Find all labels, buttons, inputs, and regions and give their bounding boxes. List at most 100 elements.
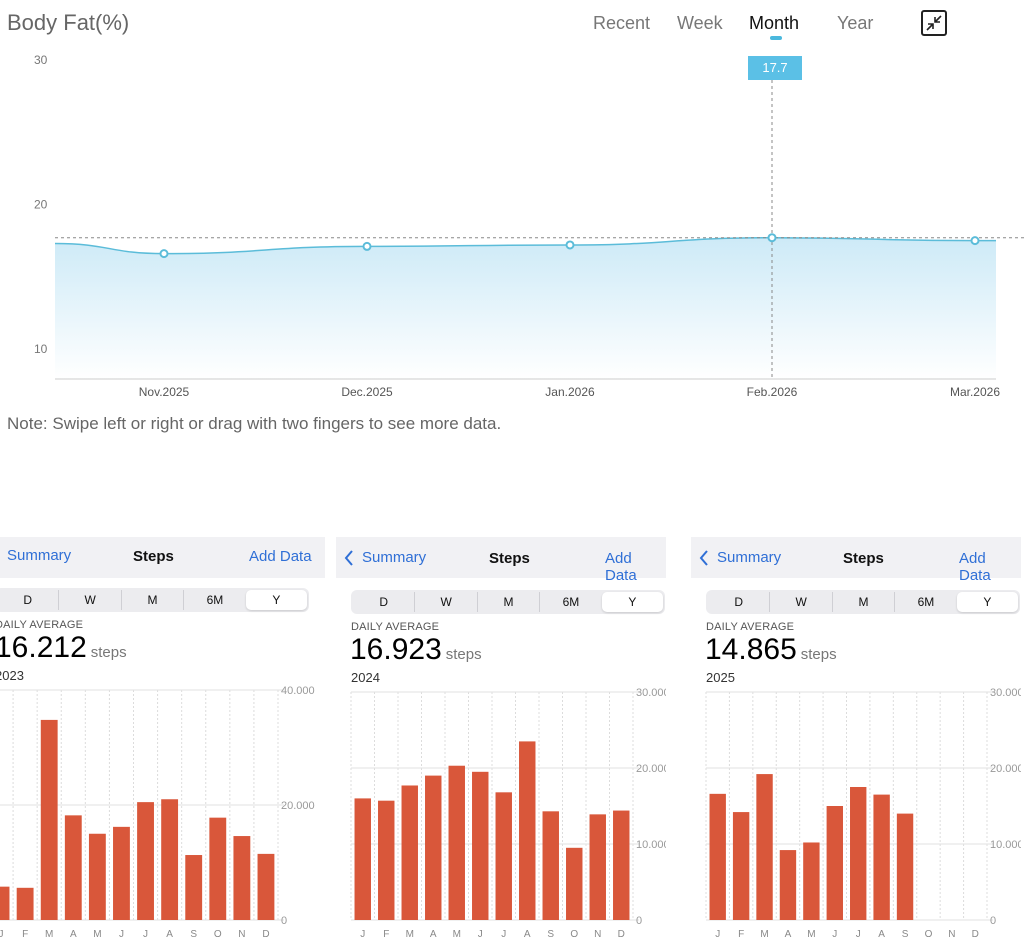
x-tick-label: M [93, 929, 101, 940]
daily-average-label: DAILY AVERAGE [0, 619, 84, 631]
x-tick-label: D [262, 929, 269, 940]
x-tick-label: Dec.2025 [341, 385, 393, 399]
x-tick-label: Feb.2026 [747, 385, 798, 399]
nav-title: Steps [843, 550, 884, 567]
steps-bar-chart-2024[interactable]: 0 10.000 20.000 30.000 J F M A M J J A S O N D [336, 537, 666, 952]
bar [566, 847, 583, 920]
daily-average-label: DAILY AVERAGE [706, 621, 795, 633]
x-tick-label: J [360, 929, 365, 940]
x-tick-label: D [972, 929, 979, 940]
x-tick-label: M [760, 929, 768, 940]
x-tick-label: A [70, 929, 77, 940]
bar [542, 811, 559, 920]
bar [613, 810, 630, 920]
segment-m[interactable]: M [476, 592, 539, 612]
add-data-button[interactable]: Add Data [959, 550, 991, 584]
average-number: 14.865 [705, 633, 797, 666]
bar [209, 817, 227, 920]
x-tick-label: A [166, 929, 173, 940]
nav-title: Steps [489, 550, 530, 567]
segment-6m[interactable]: 6M [539, 592, 601, 612]
x-tick-label: N [238, 929, 245, 940]
y-tick-label: 20.000 [281, 800, 315, 812]
x-tick-label: J [119, 929, 124, 940]
daily-average-value: 16.923 steps [350, 633, 482, 667]
bar [113, 826, 130, 920]
segment-m[interactable]: M [120, 590, 183, 610]
nav-title: Steps [133, 548, 174, 565]
y-tick-label: 0 [281, 915, 287, 927]
x-tick-label: S [190, 929, 197, 940]
tab-active-indicator [770, 36, 782, 40]
steps-bar-chart-2023[interactable]: 0 20.000 40.000 J F M A M J J A S O N D [0, 537, 325, 952]
segment-m[interactable]: M [831, 592, 894, 612]
add-data-button[interactable]: Add Data [249, 548, 312, 565]
steps-panel-2024: Summary Steps Add Data D W M 6M Y DAILY … [336, 537, 666, 952]
daily-average-value: 16.212 steps [0, 631, 127, 665]
x-tick-label: J [856, 929, 861, 940]
bar [64, 815, 82, 920]
segment-d[interactable]: D [379, 595, 389, 609]
y-tick-label: 10 [34, 342, 48, 356]
bar [354, 798, 371, 920]
back-summary-button[interactable]: Summary [699, 549, 781, 566]
y-tick-label: 30 [34, 53, 48, 67]
back-summary-button[interactable]: Summary [344, 549, 426, 566]
bar [448, 765, 465, 920]
tooltip-value: 17.7 [762, 60, 787, 75]
segment-w[interactable]: W [414, 592, 476, 612]
average-number: 16.212 [0, 631, 87, 664]
y-tick-label: 30.000 [636, 687, 666, 699]
tab-month[interactable]: Month [749, 13, 800, 33]
segment-y[interactable]: Y [601, 592, 664, 612]
y-tick-label: 0 [636, 915, 642, 927]
body-fat-chart[interactable]: 10 20 30 Nov.2025 Dec.2025 Jan.2026 Feb.2026 Ma… [0, 0, 1029, 410]
bar [589, 814, 606, 920]
x-tick-label: D [618, 929, 625, 940]
y-tick-label: 10.000 [990, 839, 1021, 851]
segment-y[interactable]: Y [245, 590, 308, 610]
x-tick-label: F [738, 929, 744, 940]
segment-6m[interactable]: 6M [183, 590, 245, 610]
year-label: 2023 [0, 668, 24, 683]
bar [779, 850, 797, 920]
segment-d[interactable]: D [23, 593, 33, 607]
y-tick-label: 20 [34, 198, 48, 212]
segment-w[interactable]: W [769, 592, 831, 612]
x-tick-label: O [570, 929, 578, 940]
bar [709, 793, 726, 920]
x-tick-label: N [948, 929, 955, 940]
steps-unit: steps [800, 646, 837, 663]
tab-recent[interactable]: Recent [593, 13, 651, 33]
bar [803, 842, 820, 920]
summary-label: Summary [362, 549, 427, 566]
bar [495, 792, 512, 920]
tab-year[interactable]: Year [837, 13, 874, 33]
summary-label: Summary [717, 549, 782, 566]
x-tick-label: M [45, 929, 53, 940]
x-tick-label: A [524, 929, 531, 940]
x-tick-label: M [453, 929, 461, 940]
segment-w[interactable]: W [58, 590, 120, 610]
bar [826, 806, 843, 920]
segment-d[interactable]: D [734, 595, 744, 609]
bar [88, 833, 106, 920]
steps-bar-chart-2025[interactable]: 0 10.000 20.000 30.000 J F M A M J J A S O N D [691, 537, 1021, 952]
x-tick-label: S [547, 929, 554, 940]
data-point [362, 241, 372, 251]
average-number: 16.923 [350, 633, 442, 666]
steps-panel-2023: Summary Steps Add Data D W M 6M Y DAILY … [0, 537, 325, 952]
x-tick-label: O [214, 929, 222, 940]
segment-6m[interactable]: 6M [894, 592, 956, 612]
add-data-button[interactable]: Add Data [605, 550, 637, 584]
summary-label: Summary [7, 547, 72, 564]
collapse-button[interactable] [921, 10, 947, 36]
bar [519, 741, 536, 920]
y-tick-label: 20.000 [990, 763, 1021, 775]
x-tick-label: J [0, 929, 4, 940]
page-title: Body Fat(%) [7, 10, 130, 35]
tab-week[interactable]: Week [677, 13, 723, 33]
back-summary-button[interactable]: Summary [7, 547, 71, 564]
segment-y[interactable]: Y [956, 592, 1019, 612]
x-tick-label: Jan.2026 [545, 385, 595, 399]
